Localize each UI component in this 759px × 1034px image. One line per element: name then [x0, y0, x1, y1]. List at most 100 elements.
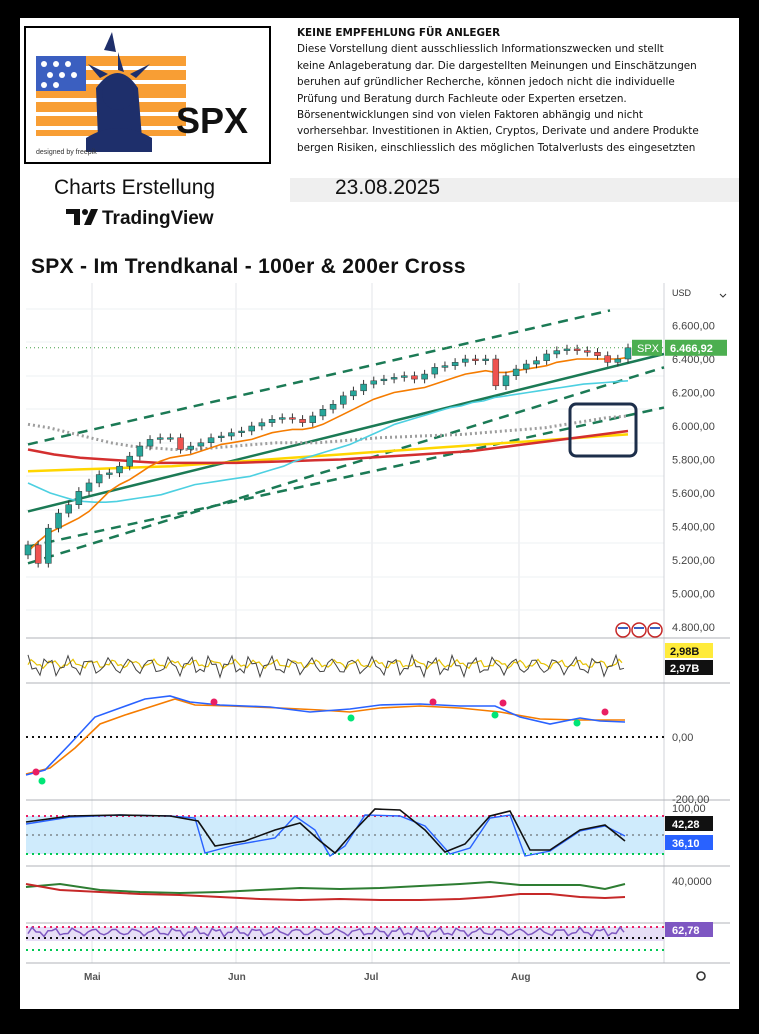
spx-chart: USD 6.600,00 6.400,00 6.200,00 6.000,00 5.800… — [24, 283, 730, 983]
y-tick-label: 4.800,00 — [672, 622, 715, 634]
macd-line — [25, 695, 626, 776]
candle-body — [217, 435, 225, 438]
candle-body — [187, 445, 194, 450]
rsi-value: 62,78 — [672, 925, 700, 937]
rsi-line — [27, 926, 625, 939]
channel-upper-line — [27, 309, 611, 446]
us-flag-icon — [615, 622, 631, 638]
candle-body — [411, 375, 418, 380]
y-tick-label: 6.200,00 — [672, 388, 715, 400]
date-label: 23.08.2025 — [335, 176, 441, 199]
macd-sell-dot — [601, 708, 609, 716]
candle-body — [624, 347, 632, 360]
candle-body — [75, 491, 83, 505]
candle-body — [106, 472, 113, 475]
y-tick-label: 5.600,00 — [672, 488, 715, 500]
dmi-plus-line — [25, 880, 626, 895]
channel-mid-line — [27, 352, 665, 513]
logo-credit: designed by freepik — [36, 149, 97, 156]
y-tick-label: 5.200,00 — [672, 555, 715, 567]
x-tick-label: Mai — [84, 972, 101, 983]
macd-buy-dot — [38, 777, 46, 785]
candle-body — [167, 437, 174, 440]
adx-label: 40,0000 — [672, 876, 712, 888]
candle-body — [329, 403, 337, 410]
stoch-100-label: 100,00 — [672, 803, 706, 815]
candle-body — [238, 430, 245, 433]
macd-buy-dot — [347, 714, 355, 722]
macd-sell-dot — [429, 698, 437, 706]
channel-lower-line — [27, 366, 665, 565]
disclaimer-line: beruhen auf gründlicher Recherche, könne… — [297, 76, 675, 89]
ema-50-line — [27, 380, 629, 504]
candle-body — [573, 348, 581, 351]
last-price-label: 6.466,92 — [670, 343, 713, 355]
candle-body — [492, 358, 500, 387]
disclaimer-title: KEINE EMPFEHLUNG FÜR ANLEGER — [297, 27, 501, 39]
disclaimer-line: vorhersehbar. Investitionen in Aktien, C… — [297, 125, 699, 138]
candle-body — [116, 465, 123, 474]
stoch-d-tag — [665, 835, 713, 850]
candle-body — [370, 380, 378, 385]
candle-body — [472, 358, 479, 361]
disclaimer-line: Diese Vorstellung dient ausschliesslich … — [297, 43, 664, 56]
candle-body — [482, 358, 489, 361]
tradingview-text: TradingView — [102, 208, 214, 229]
tradingview-logo: TradingView — [64, 204, 234, 230]
candle-body — [248, 425, 255, 432]
candle-body — [340, 395, 347, 405]
y-tick-label: 6.400,00 — [672, 354, 715, 366]
candle-body — [431, 367, 439, 375]
chart-card: SPX designed by freepik KEINE EMPFEHLUNG… — [20, 18, 739, 1009]
candle-body — [197, 442, 205, 447]
candle-body — [95, 474, 103, 484]
candle-body — [380, 378, 388, 382]
logo-spx-text: SPX — [176, 100, 248, 141]
us-flag-icon — [631, 622, 647, 638]
candle-body — [360, 383, 367, 392]
symbol-tag — [632, 339, 662, 356]
date-bar — [290, 178, 739, 202]
volume-label-1: 2,98B — [670, 646, 699, 658]
stoch-k-value: 42,28 — [672, 819, 700, 831]
cross-highlight-box — [568, 402, 638, 458]
candle-body — [34, 544, 42, 564]
candle-body — [309, 415, 316, 423]
last-price-tag — [665, 339, 727, 356]
candle-body — [258, 422, 266, 427]
candle-body — [441, 365, 449, 368]
x-tick-label: Jun — [228, 972, 246, 983]
candle-body — [126, 455, 133, 467]
candle-body — [207, 437, 215, 444]
volume-avg-line — [27, 658, 623, 670]
candle-body — [228, 432, 235, 437]
candle-body — [390, 377, 398, 380]
us-flag-icon — [647, 622, 663, 638]
macd-buy-dot — [491, 711, 499, 719]
candle-body — [319, 409, 327, 417]
volume-tag-2 — [665, 660, 713, 675]
y-tick-label: 6.600,00 — [672, 321, 715, 333]
candle-body — [533, 360, 540, 365]
dmi-minus-line — [25, 883, 626, 902]
y-tick-label: 5.000,00 — [672, 589, 715, 601]
candle-body — [584, 350, 591, 353]
y-tick-label: 5.400,00 — [672, 522, 715, 534]
settings-gear-icon[interactable] — [696, 971, 706, 981]
statue-of-liberty-logo-icon: SPX designed by freepik — [36, 32, 248, 156]
candle-body — [85, 482, 93, 492]
candle-body — [563, 348, 571, 351]
disclaimer: KEINE EMPFEHLUNG FÜR ANLEGER Diese Vorst… — [297, 25, 737, 156]
volume-label-2: 2,97B — [670, 663, 699, 675]
candle-body — [299, 419, 306, 423]
macd-zero-label: 0,00 — [672, 732, 693, 744]
candle-body — [594, 352, 601, 356]
candle-body — [177, 437, 184, 450]
disclaimer-line: keine Anlageberatung dar. Die dargestell… — [297, 59, 697, 72]
candle-body — [421, 373, 428, 380]
currency-label: USD — [672, 288, 692, 298]
candle-body — [146, 439, 154, 447]
y-tick-label: 5.800,00 — [672, 455, 715, 467]
flag-stripe — [634, 627, 644, 629]
chevron-down-icon — [719, 293, 727, 298]
